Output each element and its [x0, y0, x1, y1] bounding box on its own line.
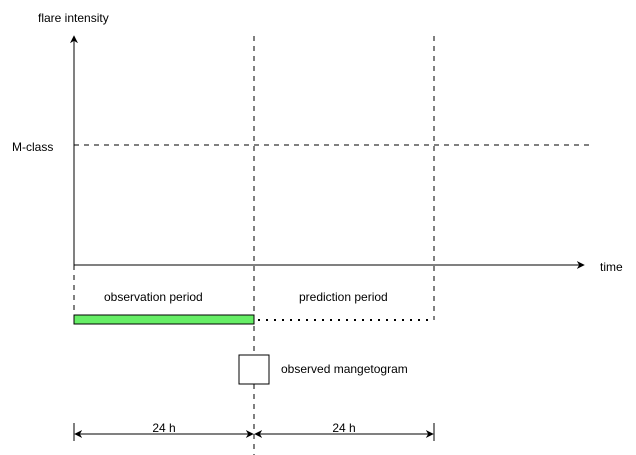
- magnetogram-box: [238, 354, 270, 385]
- observation-period-bar: [73, 314, 255, 325]
- m-class-label: M-class: [12, 140, 53, 154]
- observation-period-label: observation period: [104, 290, 203, 304]
- x-axis-label: time: [600, 260, 623, 274]
- span-right-label: 24 h: [332, 421, 355, 435]
- magnetogram-label: observed mangetogram: [281, 362, 408, 376]
- prediction-period-label: prediction period: [299, 290, 388, 304]
- span-left-label: 24 h: [152, 421, 175, 435]
- y-axis-label: flare intensity: [38, 11, 109, 25]
